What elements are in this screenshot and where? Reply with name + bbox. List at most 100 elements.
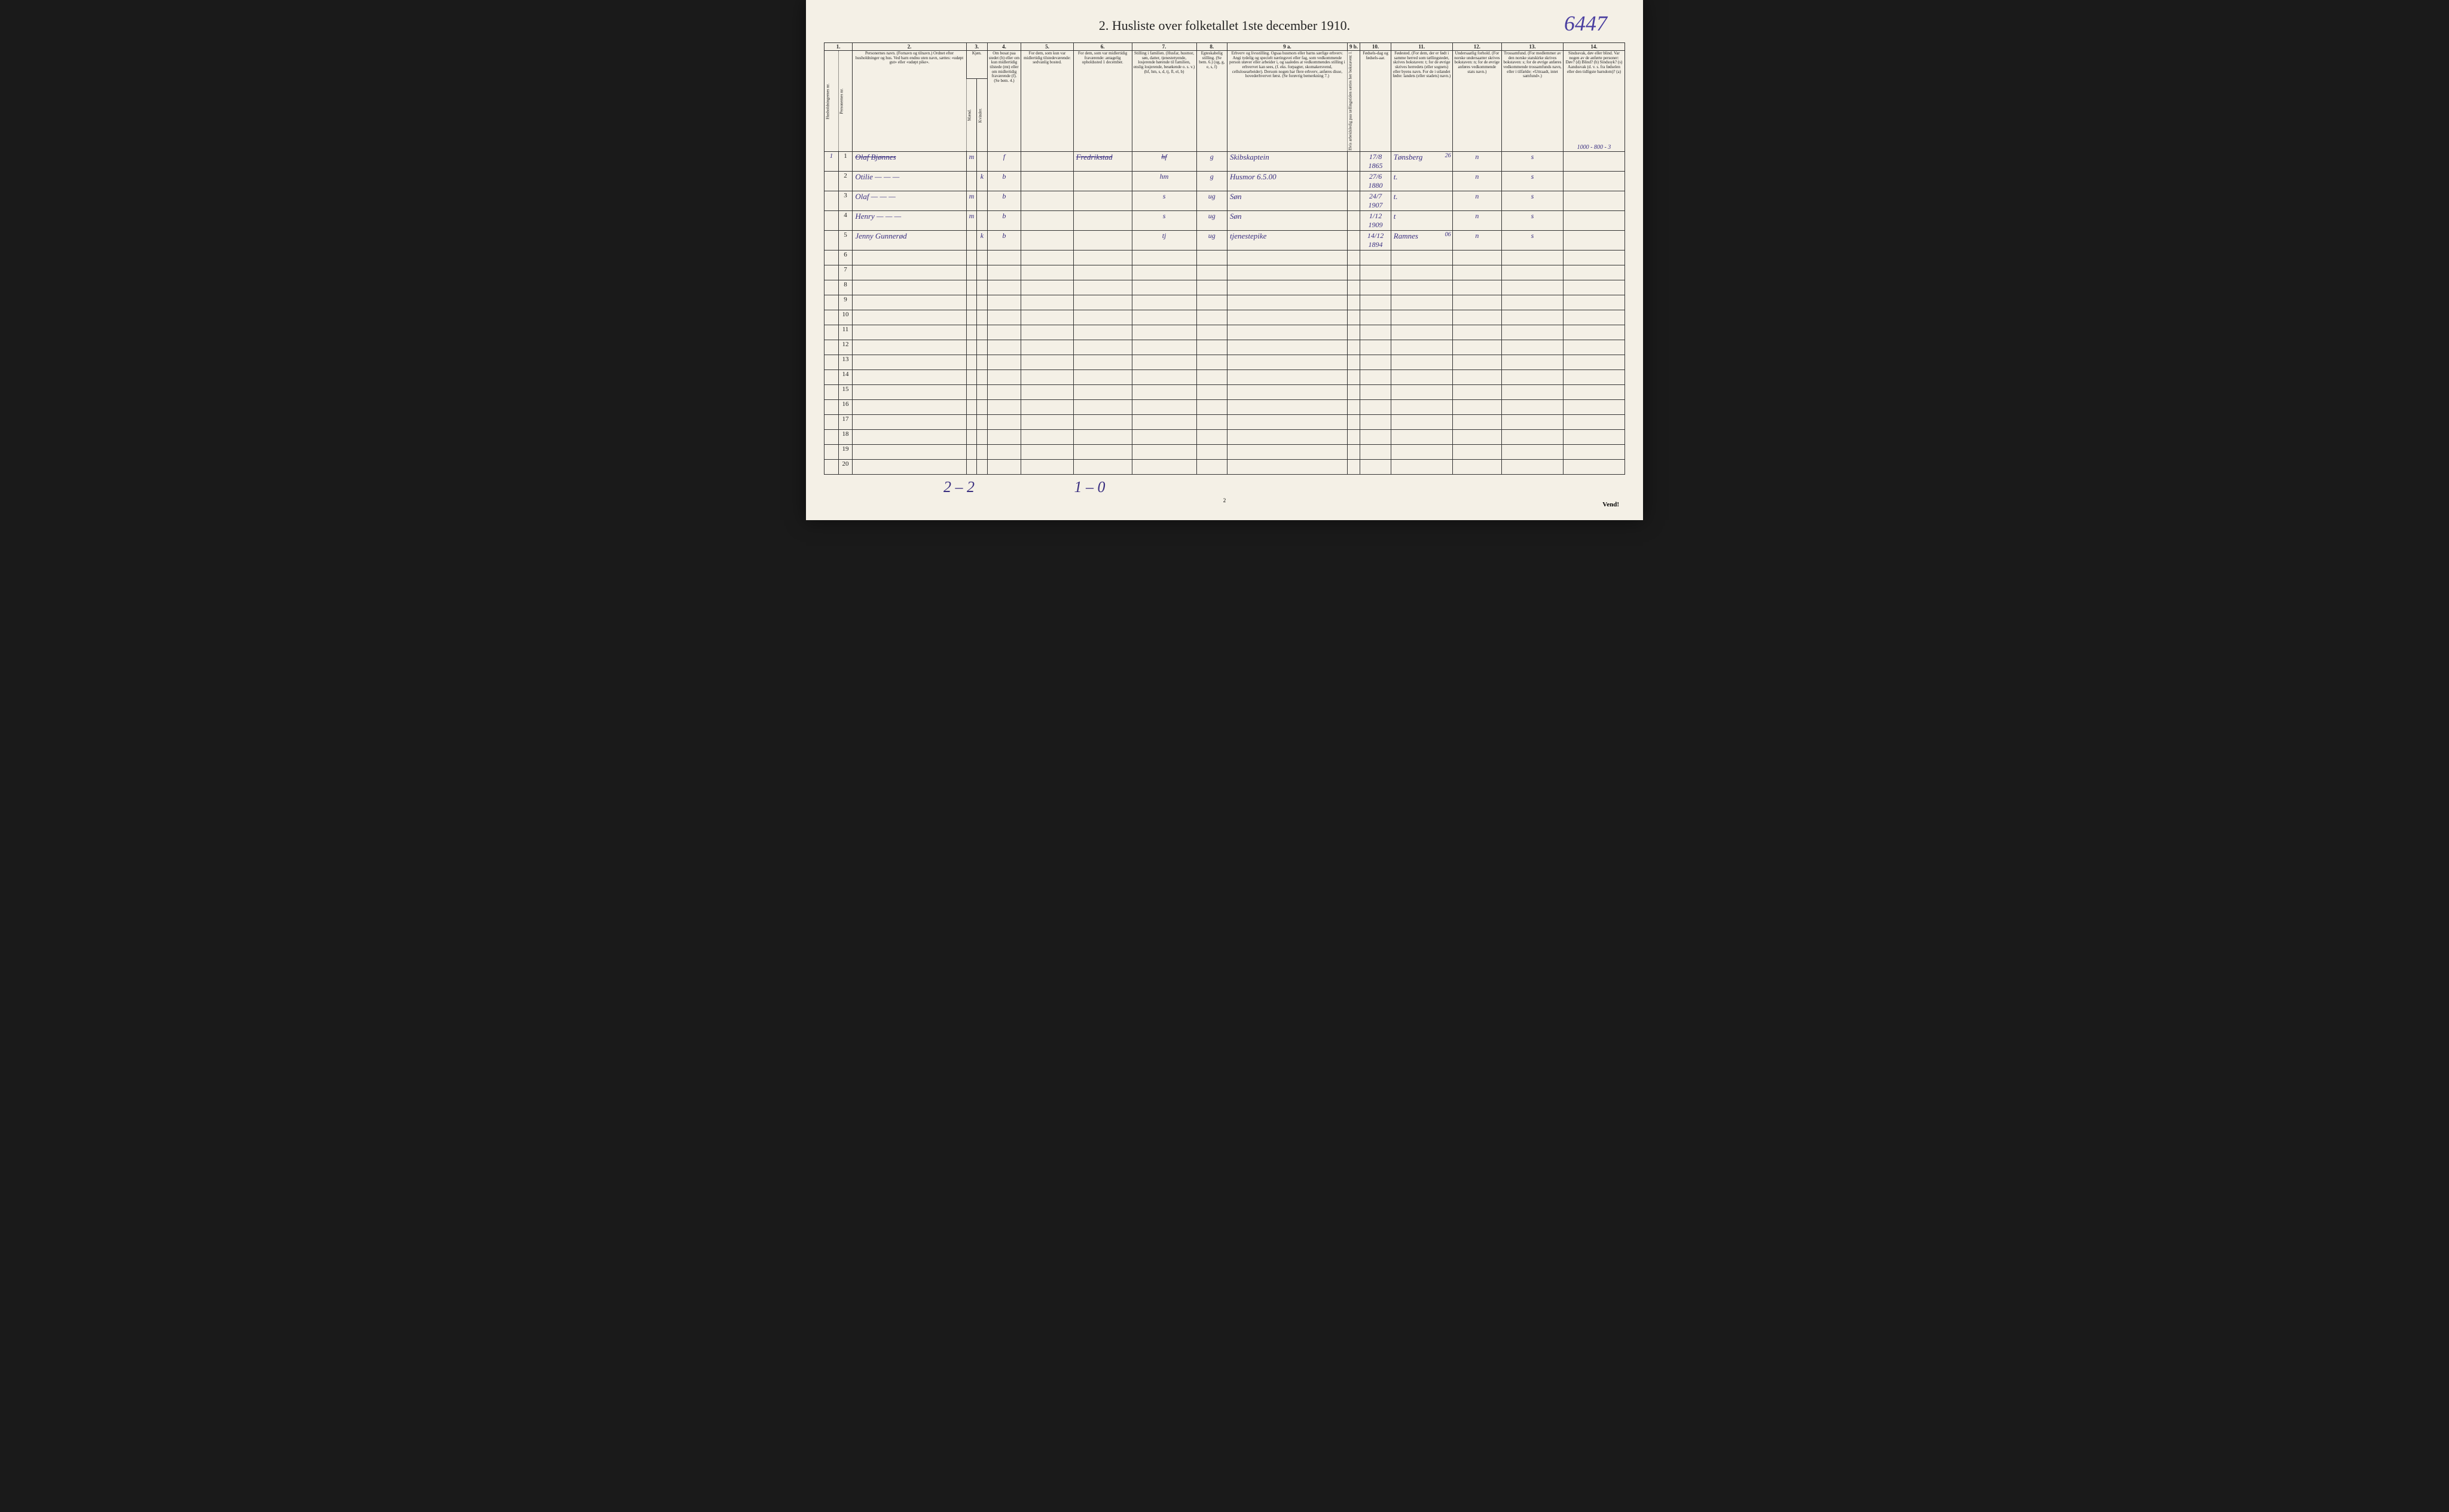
cell-empty	[1452, 429, 1501, 444]
cell-empty	[1227, 355, 1348, 369]
cell-empty	[1347, 384, 1360, 399]
cell-empty	[966, 265, 976, 280]
cell-empty	[1563, 325, 1624, 340]
table-row-empty: 14	[825, 369, 1625, 384]
cell-empty	[977, 280, 987, 295]
cell-empty	[1132, 325, 1196, 340]
cell-empty	[853, 295, 966, 310]
cell-hh	[825, 280, 839, 295]
cell-empty	[1502, 399, 1564, 414]
hdr-9b: Hvis arbeidsledig paa tællingstiden sætt…	[1347, 51, 1360, 152]
cell-empty	[987, 399, 1021, 414]
cell-empty	[1452, 414, 1501, 429]
cell-empty	[1196, 280, 1227, 295]
cell-pn: 20	[838, 459, 853, 474]
cell-empty	[1502, 459, 1564, 474]
cell-empty	[1452, 325, 1501, 340]
table-row: 4Henry — — —mbsugSøn1/12 1909tns	[825, 210, 1625, 230]
cell-empty	[1391, 414, 1452, 429]
cell-c10: 27/6 1880	[1360, 171, 1391, 191]
cell-empty	[966, 369, 976, 384]
cell-empty	[1021, 414, 1073, 429]
cell-empty	[1391, 310, 1452, 325]
cell-hh	[825, 265, 839, 280]
cell-empty	[853, 250, 966, 265]
colnum-2: 2.	[853, 43, 966, 51]
cell-c8: ug	[1196, 210, 1227, 230]
cell-empty	[1021, 280, 1073, 295]
cell-empty	[1196, 459, 1227, 474]
cell-empty	[1196, 325, 1227, 340]
hdr-10: Fødsels-dag og fødsels-aar.	[1360, 51, 1391, 152]
cell-empty	[853, 384, 966, 399]
cell-pn: 10	[838, 310, 853, 325]
cell-name: Olaf Bjønnes	[853, 151, 966, 171]
cell-empty	[1132, 444, 1196, 459]
table-row-empty: 18	[825, 429, 1625, 444]
cell-empty	[1227, 414, 1348, 429]
cell-pn: 7	[838, 265, 853, 280]
hdr-4: Om bosat paa stedet (b) eller om kun mid…	[987, 51, 1021, 152]
cell-empty	[1391, 459, 1452, 474]
cell-pn: 4	[838, 210, 853, 230]
cell-empty	[1502, 325, 1564, 340]
cell-empty	[1452, 280, 1501, 295]
cell-pn: 3	[838, 191, 853, 210]
cell-empty	[853, 355, 966, 369]
cell-hh	[825, 414, 839, 429]
cell-empty	[1502, 280, 1564, 295]
cell-bf: b	[987, 191, 1021, 210]
cell-c6: Fredrikstad	[1073, 151, 1132, 171]
cell-c11: Tønsberg26	[1391, 151, 1452, 171]
cell-empty	[1391, 429, 1452, 444]
cell-empty	[853, 265, 966, 280]
cell-pn: 17	[838, 414, 853, 429]
cell-empty	[966, 429, 976, 444]
cell-empty	[1347, 265, 1360, 280]
cell-pn: 9	[838, 295, 853, 310]
cell-c14	[1563, 171, 1624, 191]
cell-c9b	[1347, 171, 1360, 191]
cell-empty	[1196, 369, 1227, 384]
hdr-3: Kjøn.	[966, 51, 987, 79]
bottom-hw-1: 2 – 2	[943, 478, 975, 496]
cell-empty	[1347, 459, 1360, 474]
cell-empty	[1196, 295, 1227, 310]
cell-empty	[966, 444, 976, 459]
hdr-1b: Personernes nr.	[838, 51, 853, 152]
cell-empty	[977, 295, 987, 310]
cell-hh	[825, 210, 839, 230]
cell-k: k	[977, 230, 987, 250]
cell-c9b	[1347, 210, 1360, 230]
cell-empty	[1196, 414, 1227, 429]
cell-c11: t.	[1391, 191, 1452, 210]
cell-c11: Ramnes06	[1391, 230, 1452, 250]
colnum-5: 5.	[1021, 43, 1073, 51]
cell-empty	[977, 265, 987, 280]
cell-k	[977, 151, 987, 171]
cell-empty	[1073, 325, 1132, 340]
cell-empty	[1502, 444, 1564, 459]
cell-c9b	[1347, 191, 1360, 210]
cell-empty	[1196, 444, 1227, 459]
hdr-9a: Erhverv og livsstilling. Ogsaa husmors e…	[1227, 51, 1348, 152]
hdr-5: For dem, som kun var midlertidig tilsted…	[1021, 51, 1073, 152]
cell-empty	[1502, 250, 1564, 265]
cell-name: Olaf — — —	[853, 191, 966, 210]
cell-c6	[1073, 191, 1132, 210]
cell-c13: s	[1502, 171, 1564, 191]
colnum-10: 10.	[1360, 43, 1391, 51]
cell-c13: s	[1502, 230, 1564, 250]
cell-empty	[1227, 265, 1348, 280]
cell-c9b	[1347, 230, 1360, 250]
cell-empty	[1021, 399, 1073, 414]
cell-empty	[977, 310, 987, 325]
cell-empty	[1073, 384, 1132, 399]
census-form-page: 6447 2. Husliste over folketallet 1ste d…	[806, 0, 1643, 520]
table-row: 2Otilie — — —kbhmgHusmor 6.5.0027/6 1880…	[825, 171, 1625, 191]
cell-hh	[825, 384, 839, 399]
cell-c5	[1021, 191, 1073, 210]
cell-empty	[1563, 429, 1624, 444]
cell-c12: n	[1452, 230, 1501, 250]
cell-empty	[1502, 429, 1564, 444]
